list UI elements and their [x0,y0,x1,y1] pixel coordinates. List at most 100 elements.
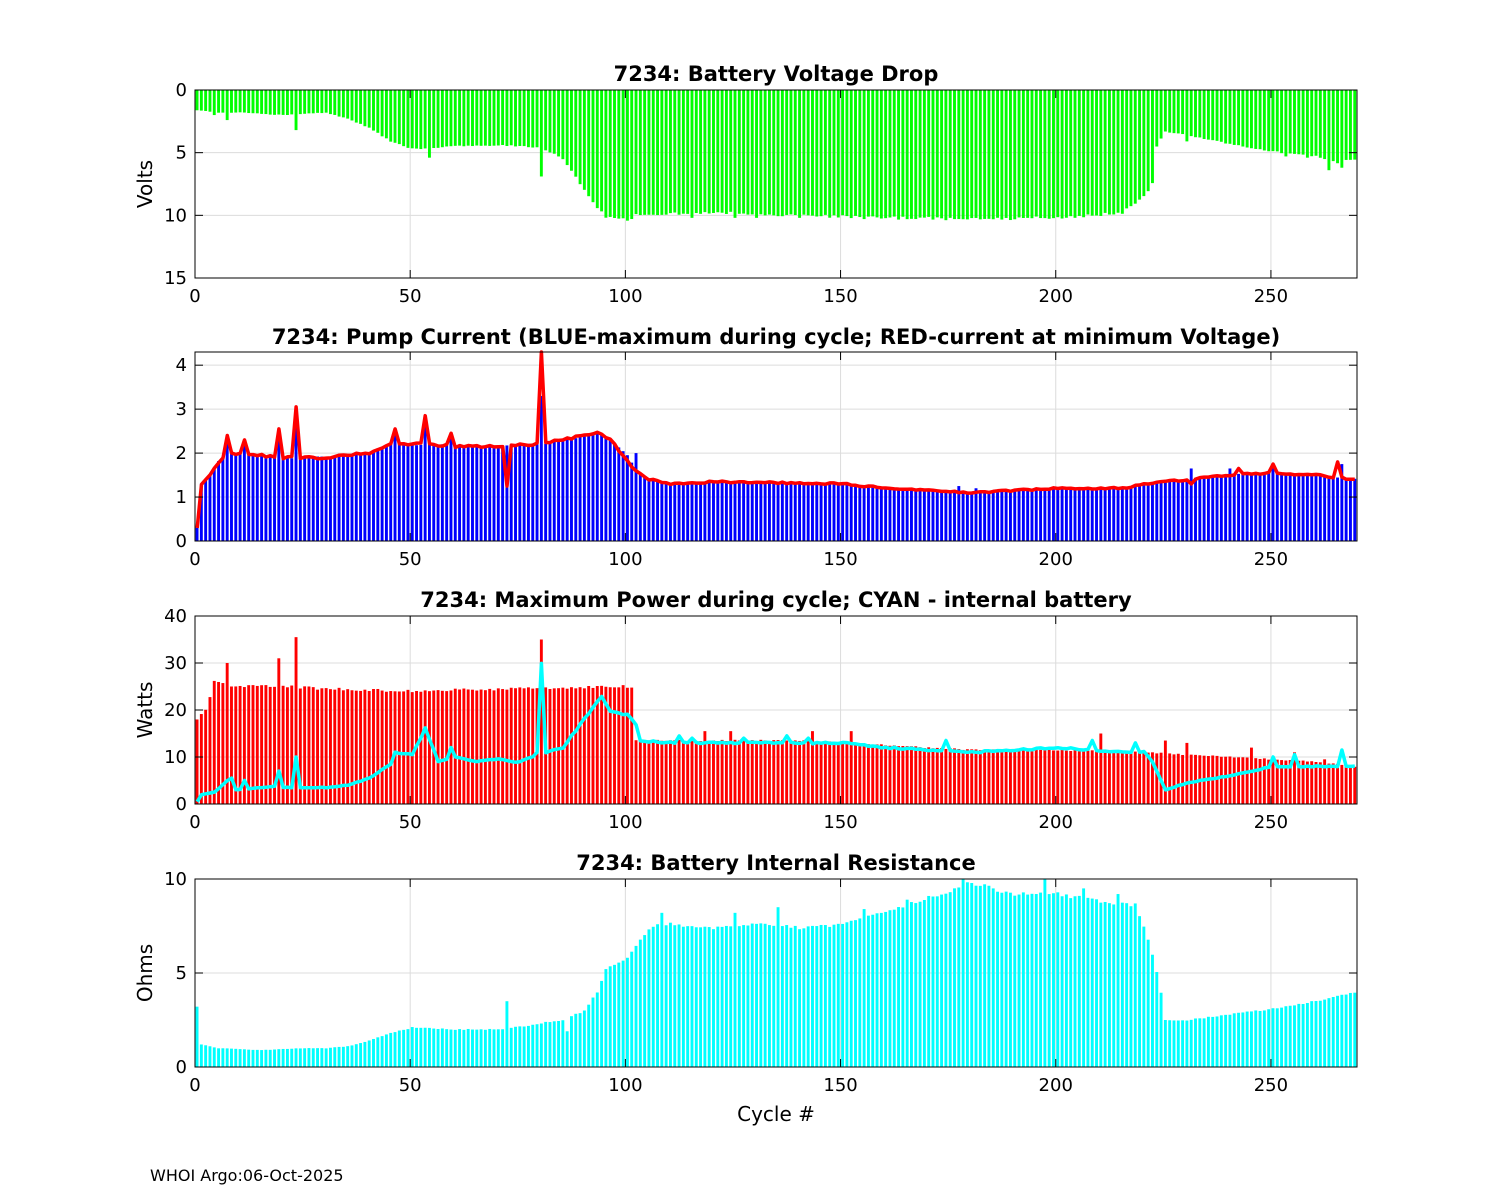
bar [1262,90,1266,151]
bar [866,486,870,541]
bar [363,453,367,541]
bar [462,445,466,541]
bar [415,90,418,149]
bar [862,90,866,220]
bar [793,483,797,541]
bar [712,481,715,541]
bar [819,924,823,1067]
panel-title: 7234: Battery Internal Resistance [576,851,976,875]
bar [195,90,199,111]
x-tick-label: 100 [608,812,642,833]
bar [669,922,672,1067]
bar [264,1049,268,1067]
bar [225,1048,229,1067]
bar [608,966,612,1067]
bar [1181,90,1185,135]
y-tick-label: 0 [176,80,187,101]
bar [1163,481,1167,541]
bar [651,480,655,541]
bar [819,90,823,217]
panel-current: 7234: Pump Current (BLUE-maximum during … [176,325,1358,570]
bar [957,749,961,804]
bar [608,440,612,541]
bar [836,743,840,804]
bar [720,739,724,804]
bar [772,740,776,804]
bar [780,90,784,217]
bar [1112,904,1116,1067]
bar [376,90,380,133]
bar [767,482,771,541]
bar [565,1031,569,1067]
bar [445,90,449,147]
bar [953,888,956,1067]
bar [428,443,431,541]
bar [613,964,616,1067]
bar [1241,90,1245,147]
bar [1232,475,1236,541]
bar [716,481,720,541]
bar [664,740,668,804]
x-tick-label: 0 [189,812,200,833]
bar [1021,490,1025,541]
bar [763,482,767,541]
bar [901,488,905,541]
bar [1215,755,1219,804]
bar [316,90,319,113]
y-tick-label: 40 [164,606,187,627]
bar [273,456,276,541]
bar [574,688,578,804]
bar [234,1048,238,1067]
bar [608,90,612,217]
bar [397,1030,401,1067]
bar [1120,752,1124,804]
bar [643,740,647,804]
bar [1138,90,1142,200]
bar [518,1026,522,1067]
bar [350,454,354,541]
bar [324,1048,328,1067]
bar [1034,894,1038,1067]
bar [948,90,952,218]
bar [1340,994,1344,1067]
bar [458,447,462,541]
bar [1151,954,1154,1067]
bar [1293,1005,1296,1067]
bar [462,688,466,804]
bar [811,925,814,1067]
bar [277,90,281,115]
bar [1107,750,1111,804]
bar [1340,464,1344,541]
bar [828,483,832,541]
bar [1146,483,1150,541]
bar [1112,751,1116,804]
bar [285,456,289,541]
bar [931,90,935,220]
bar [1069,898,1073,1067]
bar [974,488,978,541]
bar [1301,474,1305,541]
bar [212,90,216,116]
bar [1211,477,1215,541]
bar [376,448,380,541]
bar [1073,750,1077,804]
bar [1120,902,1124,1067]
bar [285,1048,289,1067]
bar [815,484,819,541]
panel-title: 7234: Maximum Power during cycle; CYAN -… [420,588,1132,612]
bar [221,1048,225,1067]
bar [1189,754,1193,804]
bar [539,1023,543,1067]
bar [1305,90,1309,158]
bar [1336,477,1339,541]
bar [449,435,453,541]
bar [613,687,616,804]
bar [1069,750,1073,804]
bar [832,483,836,541]
bar [337,90,341,117]
bar [793,90,797,216]
bar [625,90,629,221]
bar [858,90,862,218]
bar [518,444,522,541]
bar [931,748,935,804]
